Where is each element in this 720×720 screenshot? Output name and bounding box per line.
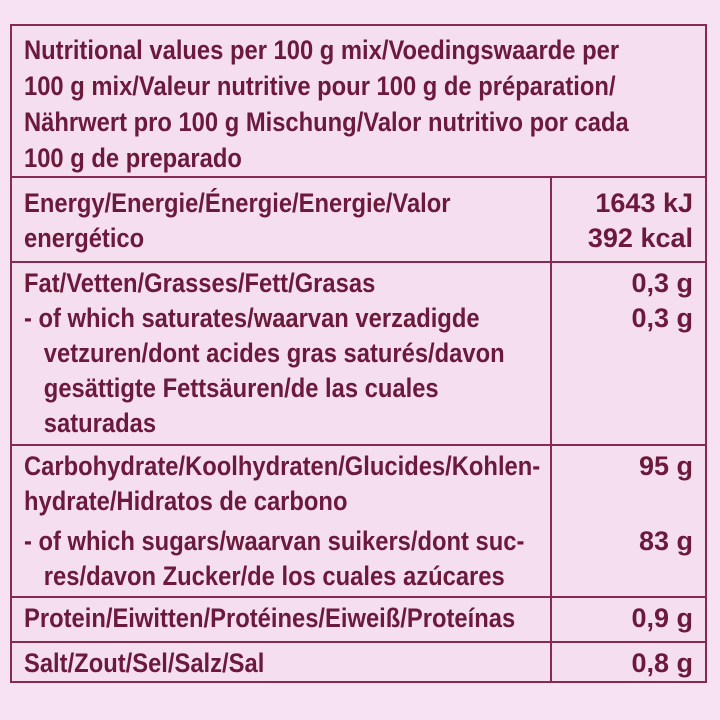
sugars-value-cell: 83 g: [550, 519, 705, 596]
table-header-text: Nutritional values per 100 g mix/Voeding…: [24, 35, 629, 173]
energy-label-cell: Energy/Energie/Énergie/Energie/Valor ene…: [12, 178, 550, 261]
energy-value-cell: 1643 kJ 392 kcal: [550, 178, 705, 261]
fat-value-cell: 0,3 g: [550, 263, 705, 301]
carbohydrate-value: 95 g: [638, 451, 693, 481]
protein-label: Protein/Eiwitten/Protéines/Eiweiß/Proteí…: [24, 603, 516, 633]
fat-value: 0,3 g: [631, 268, 693, 298]
saturates-label-cell: - of which saturates/waarvan verzadigde …: [12, 301, 550, 444]
sugars-label-cell: - of which sugars/waarvan suikers/dont s…: [12, 519, 550, 596]
fat-label-cell: Fat/Vetten/Grasses/Fett/Grasas: [12, 263, 550, 301]
saturates-value-cell: 0,3 g: [550, 301, 705, 444]
protein-value: 0,9 g: [631, 603, 693, 633]
table-header: Nutritional values per 100 g mix/Voeding…: [12, 26, 705, 178]
carbohydrate-value-cell: 95 g: [550, 446, 705, 519]
fat-label: Fat/Vetten/Grasses/Fett/Grasas: [24, 268, 376, 298]
row-protein: Protein/Eiwitten/Protéines/Eiweiß/Proteí…: [12, 598, 705, 643]
energy-value: 1643 kJ 392 kcal: [587, 188, 693, 253]
saturates-label: - of which saturates/waarvan verzadigde …: [24, 303, 505, 438]
protein-label-cell: Protein/Eiwitten/Protéines/Eiweiß/Proteí…: [12, 598, 550, 641]
sugars-value: 83 g: [638, 526, 693, 556]
protein-value-cell: 0,9 g: [550, 598, 705, 641]
saturates-value: 0,3 g: [631, 303, 693, 333]
row-energy: Energy/Energie/Énergie/Energie/Valor ene…: [12, 178, 705, 263]
energy-label: Energy/Energie/Énergie/Energie/Valor ene…: [24, 188, 451, 253]
row-carbohydrate: Carbohydrate/Koolhydraten/Glucides/Kohle…: [12, 446, 705, 598]
nutrition-table: Nutritional values per 100 g mix/Voeding…: [10, 24, 707, 683]
carbohydrate-label-cell: Carbohydrate/Koolhydraten/Glucides/Kohle…: [12, 446, 550, 519]
sugars-label: - of which sugars/waarvan suikers/dont s…: [24, 526, 525, 591]
row-salt: Salt/Zout/Sel/Salz/Sal 0,8 g: [12, 643, 705, 681]
salt-label: Salt/Zout/Sel/Salz/Sal: [24, 648, 265, 678]
carbohydrate-label: Carbohydrate/Koolhydraten/Glucides/Kohle…: [24, 451, 541, 516]
row-fat: Fat/Vetten/Grasses/Fett/Grasas 0,3 g - o…: [12, 263, 705, 446]
salt-value-cell: 0,8 g: [550, 643, 705, 681]
salt-label-cell: Salt/Zout/Sel/Salz/Sal: [12, 643, 550, 681]
salt-value: 0,8 g: [631, 648, 693, 678]
